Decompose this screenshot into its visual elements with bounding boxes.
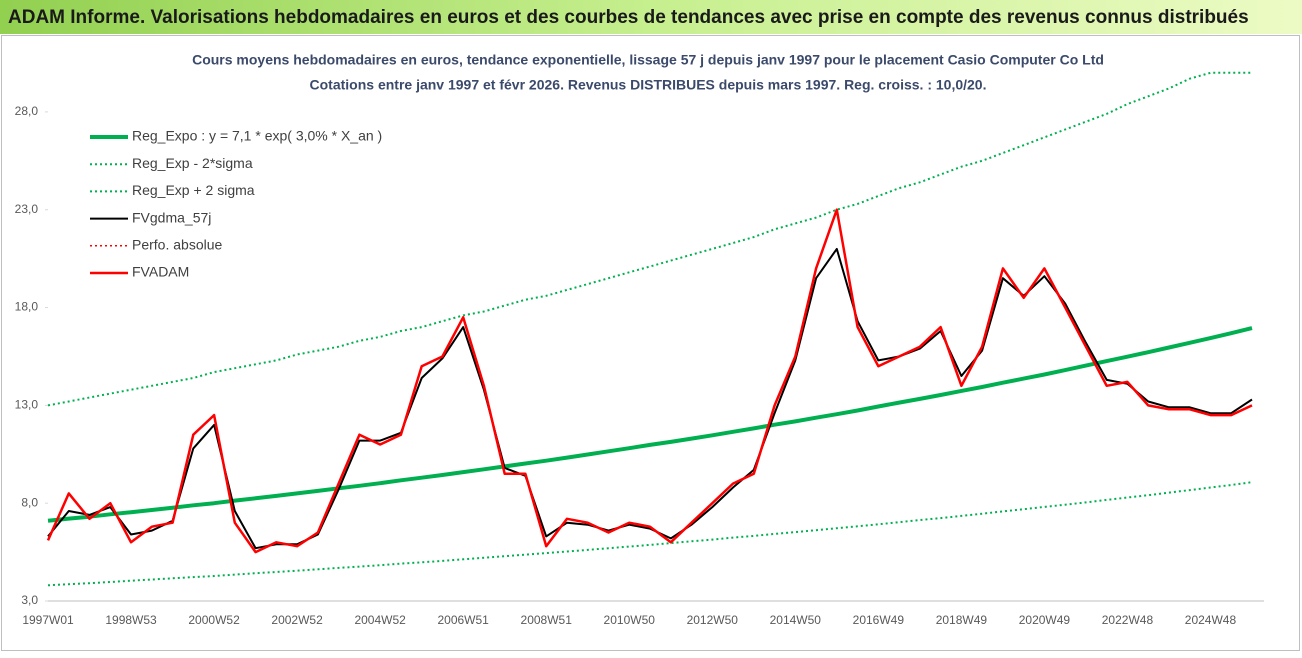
y-tick-label: 18,0	[15, 300, 39, 314]
x-tick-label: 2012W50	[687, 613, 739, 627]
x-tick-label: 2006W51	[437, 613, 489, 627]
series-line	[47, 71, 1252, 407]
y-tick-label: 23,0	[15, 202, 39, 216]
y-tick-label: 3,0	[21, 593, 38, 607]
x-tick-label: 2000W52	[188, 613, 240, 627]
x-tick-label: 2024W48	[1185, 613, 1237, 627]
series-line	[47, 481, 1253, 587]
series-line	[47, 247, 1253, 550]
series-line	[46, 208, 1253, 554]
legend-label: Reg_Exp + 2 sigma	[132, 182, 255, 198]
x-tick-label: 2018W49	[936, 613, 988, 627]
x-tick-label: 2020W49	[1019, 613, 1071, 627]
chart-frame	[1, 35, 1300, 651]
legend-label: FVADAM	[132, 264, 189, 280]
x-tick-label: 2008W51	[521, 613, 573, 627]
legend-label: Reg_Expo : y = 7,1 * exp( 3,0% * X_an )	[132, 128, 382, 144]
x-tick-label: 2016W49	[853, 613, 905, 627]
x-tick-label: 2010W50	[604, 613, 656, 627]
x-tick-label: 2004W52	[354, 613, 406, 627]
series-line	[47, 326, 1253, 523]
y-tick-label: 28,0	[15, 104, 39, 118]
banner	[0, 0, 1302, 34]
subtitle: Cotations entre janv 1997 et févr 2026. …	[310, 77, 987, 93]
y-tick-label: 8,0	[21, 495, 38, 509]
x-tick-label: 1998W53	[105, 613, 157, 627]
subtitle: Cours moyens hebdomadaires en euros, ten…	[192, 52, 1104, 68]
x-tick-label: 2014W50	[770, 613, 822, 627]
legend-label: Reg_Exp - 2*sigma	[132, 155, 253, 171]
legend-label: Perfo. absolue	[132, 237, 222, 253]
x-tick-label: 2022W48	[1102, 613, 1154, 627]
chart-title: ADAM Informe. Valorisations hebdomadaire…	[8, 7, 1249, 28]
x-tick-label: 1997W01	[22, 613, 74, 627]
x-tick-label: 2002W52	[271, 613, 323, 627]
y-tick-label: 13,0	[15, 398, 39, 412]
legend-label: FVgdma_57j	[132, 209, 211, 225]
